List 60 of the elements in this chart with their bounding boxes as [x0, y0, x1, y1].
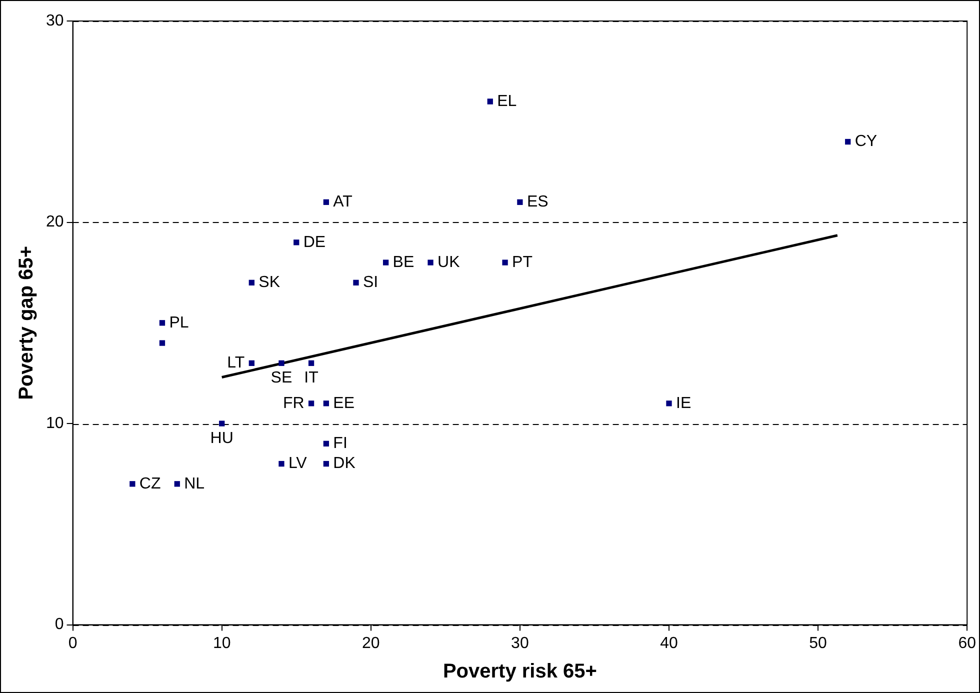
- point: [323, 199, 330, 205]
- annotation: HU: [210, 430, 234, 447]
- point: [845, 138, 851, 145]
- annotation: SE: [270, 370, 292, 387]
- annotation: EE: [333, 394, 355, 412]
- y-axis-title: Poverty gap 65+: [16, 246, 38, 400]
- point: [382, 260, 389, 266]
- point: [248, 280, 254, 286]
- annotation: SK: [258, 274, 280, 292]
- annotation: FR: [282, 394, 304, 412]
- annotation: LT: [227, 354, 245, 372]
- point: [278, 460, 284, 467]
- point: [517, 199, 523, 205]
- x-tick-label: 0: [68, 634, 78, 652]
- point: [294, 240, 300, 246]
- point: [323, 460, 330, 467]
- annotation: CY: [854, 133, 878, 150]
- point: [308, 360, 314, 366]
- x-tick-label: 30: [511, 634, 529, 652]
- point: [159, 320, 166, 326]
- point: [130, 481, 136, 487]
- x-tick-label: 60: [958, 634, 976, 652]
- annotation: NL: [184, 475, 205, 492]
- annotation: BE: [392, 254, 414, 271]
- annotation: PL: [169, 314, 189, 332]
- point: [278, 360, 284, 366]
- x-tick-label: 10: [212, 634, 231, 652]
- x-tick-label: 40: [660, 634, 678, 652]
- point: [323, 400, 330, 406]
- point: [353, 280, 359, 286]
- y-tick-label: 0: [54, 616, 64, 634]
- point: [308, 400, 314, 406]
- annotation: EL: [497, 92, 517, 110]
- point: [428, 260, 434, 266]
- annotation: UK: [438, 254, 460, 271]
- x-tick-label: 50: [809, 634, 828, 652]
- annotation: SI: [362, 274, 378, 292]
- y-tick-label: 20: [46, 214, 64, 231]
- point: [159, 340, 166, 346]
- annotation: DE: [303, 234, 326, 251]
- annotation: ES: [526, 194, 548, 211]
- annotation: DK: [333, 455, 356, 472]
- point: [248, 360, 254, 366]
- annotation: PT: [512, 254, 533, 271]
- annotation: LV: [288, 455, 308, 472]
- annotation: AT: [333, 194, 353, 211]
- x-axis-title: Poverty risk 65+: [442, 660, 597, 683]
- point: [174, 481, 180, 487]
- point: [219, 420, 225, 426]
- x-tick-label: 20: [362, 634, 380, 652]
- y-tick-label: 30: [46, 12, 64, 30]
- point: [487, 98, 493, 104]
- y-tick-label: 10: [46, 414, 64, 432]
- point: [666, 400, 672, 406]
- annotation: IE: [676, 394, 692, 412]
- point: [502, 260, 508, 266]
- point: [323, 440, 330, 446]
- annotation: FI: [333, 435, 348, 452]
- annotation: IT: [304, 370, 319, 387]
- annotation: CZ: [139, 475, 161, 492]
